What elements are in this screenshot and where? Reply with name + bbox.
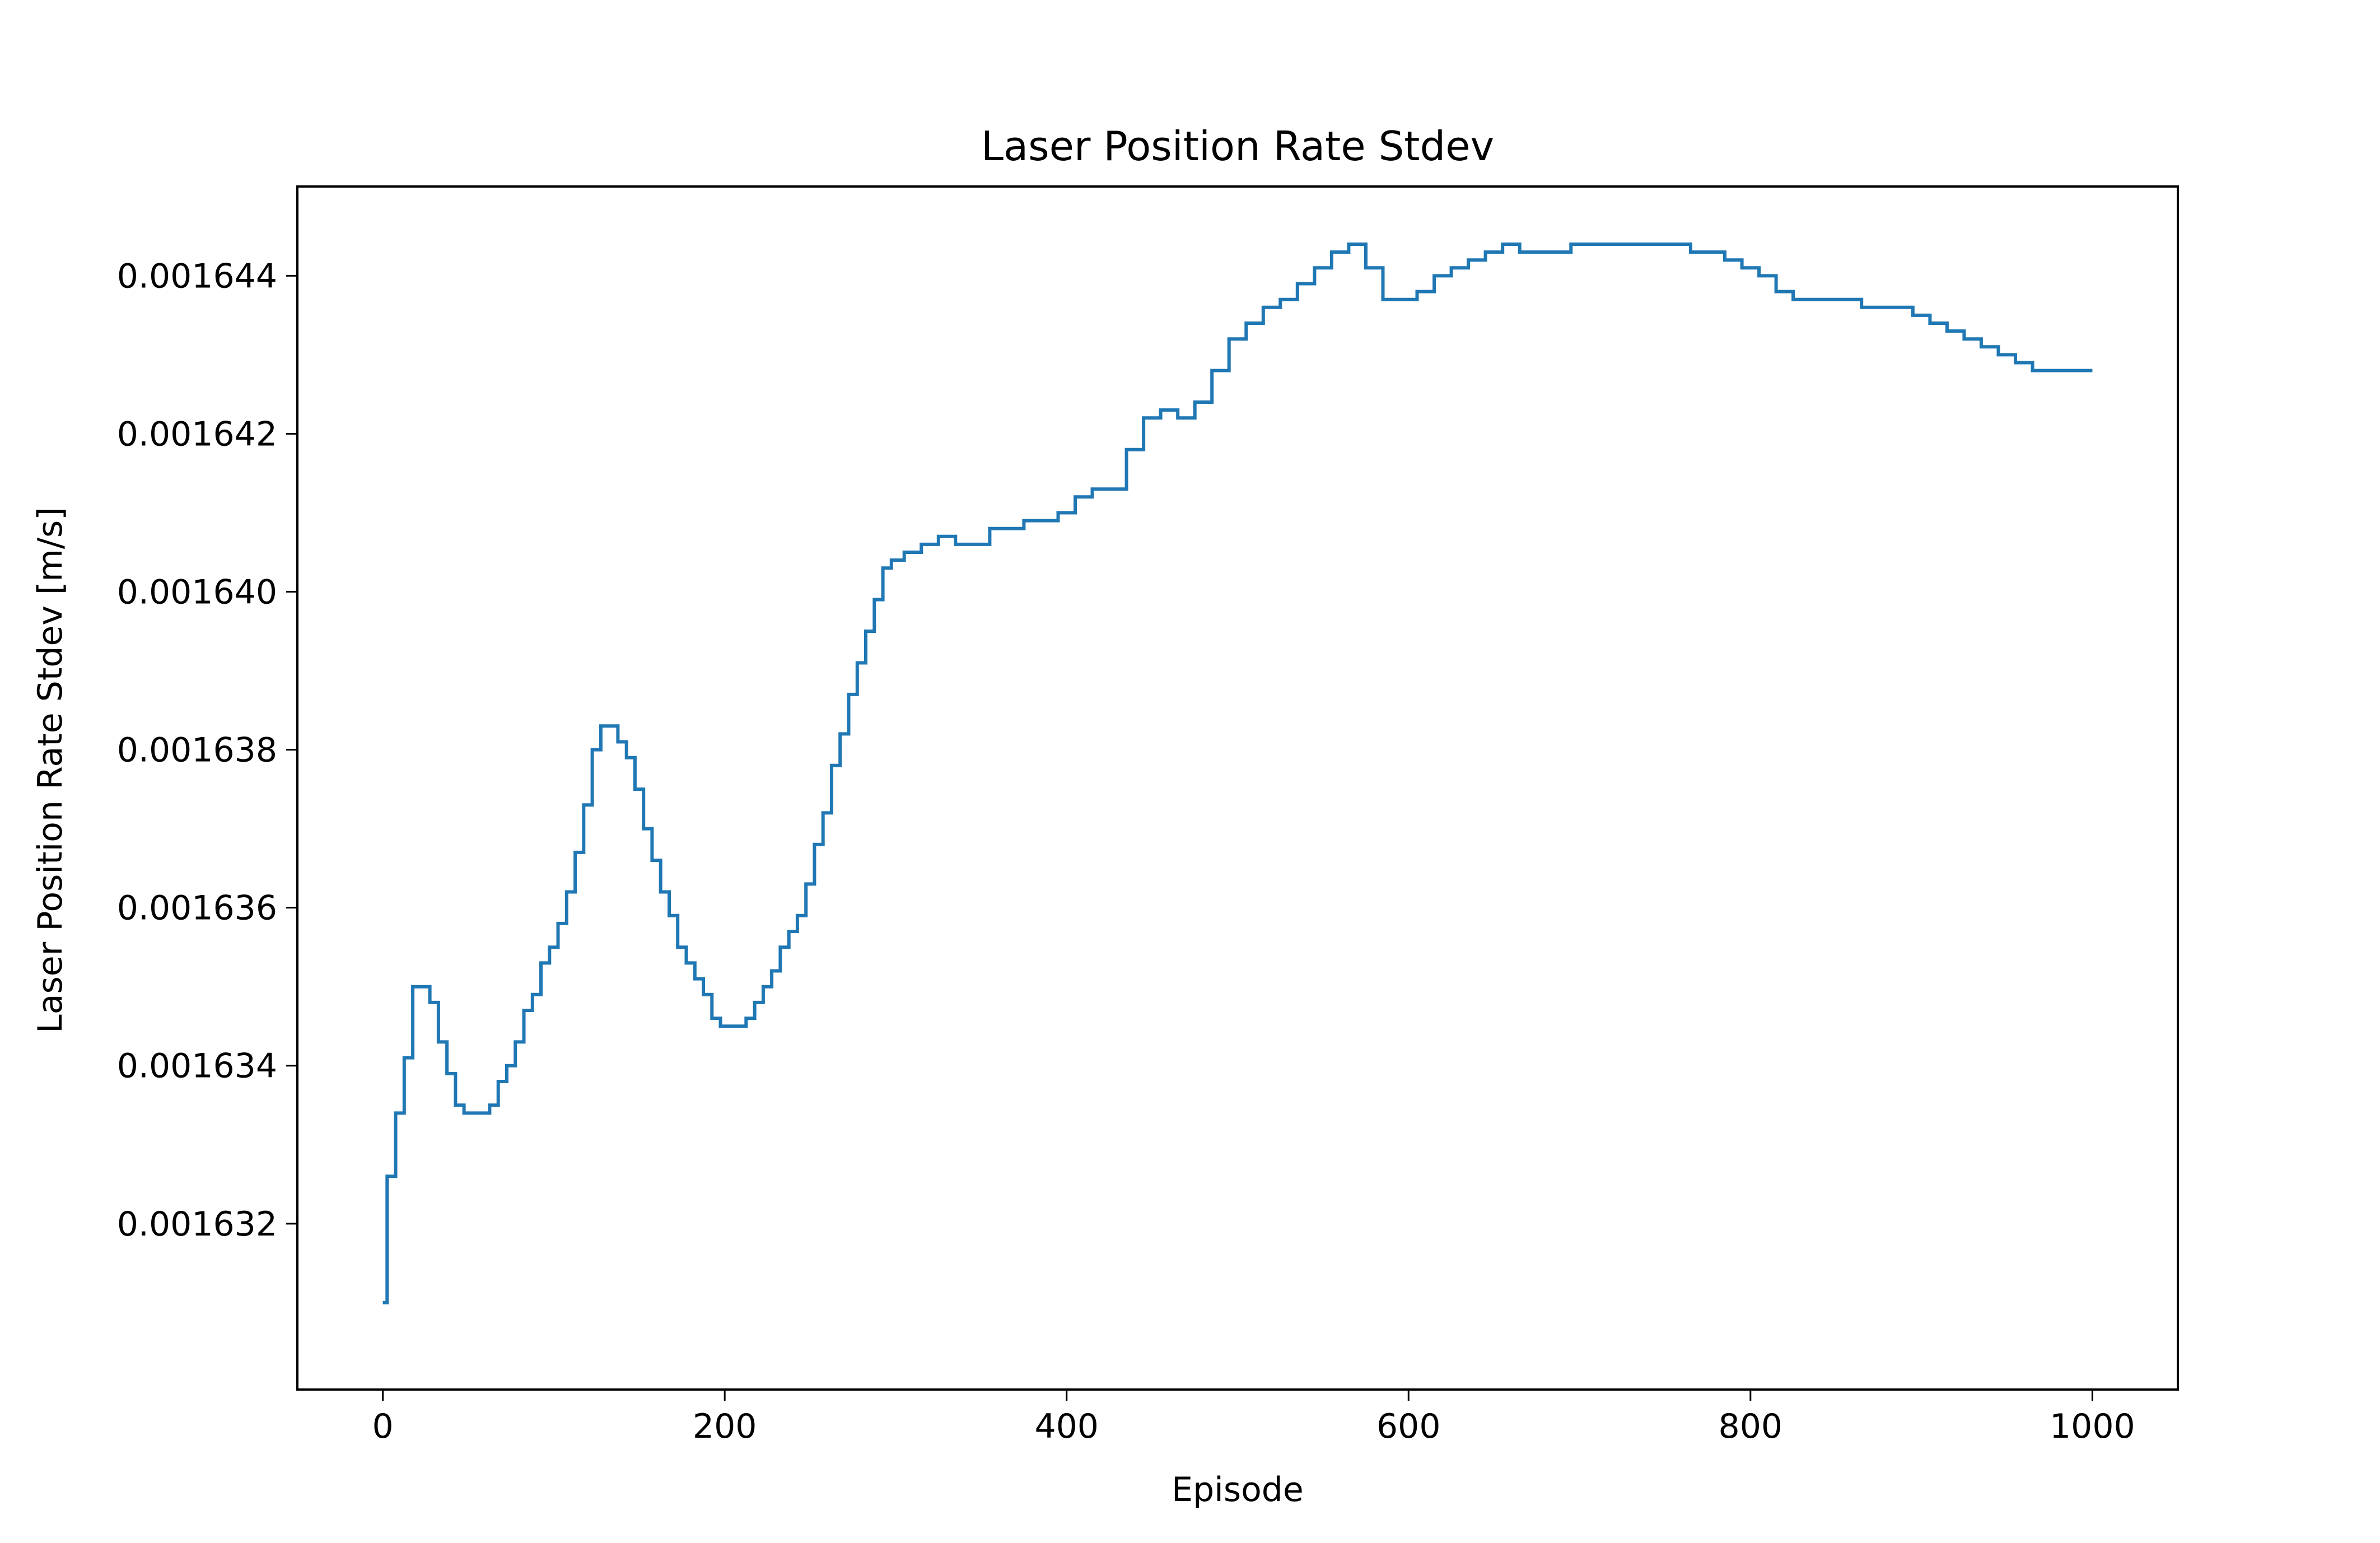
chart-title: Laser Position Rate Stdev: [981, 123, 1494, 170]
x-tick-label: 600: [1376, 1407, 1441, 1446]
y-tick-label: 0.001634: [117, 1047, 277, 1086]
x-axis-label: Episode: [1172, 1470, 1304, 1509]
y-tick-label: 0.001640: [117, 573, 277, 612]
x-tick-label: 800: [1719, 1407, 1783, 1446]
plot-area: [382, 243, 2093, 1304]
x-tick-label: 1000: [2050, 1407, 2135, 1446]
plot-frame: [296, 185, 2179, 1391]
y-tick-label: 0.001642: [117, 414, 277, 454]
x-tick-label: 400: [1034, 1407, 1099, 1446]
series-line: [382, 243, 2093, 1304]
y-tick-label: 0.001636: [117, 889, 277, 928]
y-tick-label: 0.001632: [117, 1205, 277, 1244]
x-tick-label: 200: [693, 1407, 757, 1446]
y-tick-label: 0.001644: [117, 257, 277, 296]
y-tick-label: 0.001638: [117, 731, 277, 770]
y-axis-label: Laser Position Rate Stdev [m/s]: [31, 507, 70, 1033]
y-axis: 0.001632 0.001634 0.001636 0.001638 0.001640…: [117, 257, 297, 1244]
x-axis: 0 200 400 600 800 1000: [372, 1390, 2135, 1446]
x-tick-label: 0: [372, 1407, 394, 1446]
